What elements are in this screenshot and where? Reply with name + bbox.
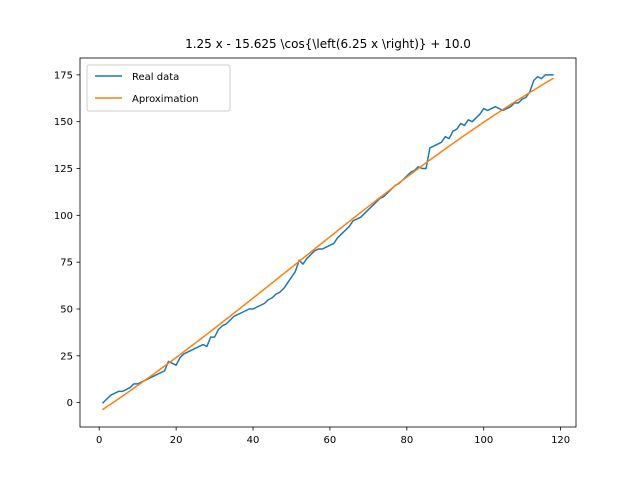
legend-label: Aproximation: [132, 94, 199, 105]
axes: 0 20 40 60 80 100 120 0 25 50 75 100 125 150 175: [54, 57, 577, 446]
legend: Real data Aproximation: [86, 64, 231, 112]
y-tick-label: 175: [54, 70, 73, 81]
x-tick-label: 20: [170, 435, 183, 446]
y-tick-label: 75: [60, 258, 73, 269]
axes-frame: [79, 57, 577, 428]
y-tick-label: 150: [54, 117, 73, 128]
x-tick-label: 80: [400, 435, 413, 446]
y-tick-label: 25: [60, 351, 73, 362]
y-tick-label: 50: [60, 304, 73, 315]
legend-box: [86, 64, 231, 112]
y-tick-label: 125: [54, 164, 73, 175]
x-tick-label: 100: [474, 435, 493, 446]
series-line-aproximation: [102, 77, 554, 411]
chart-title: 1.25 x - 15.625 \cos{\left(6.25 x \right…: [185, 37, 471, 51]
x-tick-label: 120: [551, 435, 570, 446]
x-tick-label: 40: [247, 435, 260, 446]
series-line-real-data: [102, 74, 554, 404]
legend-label: Real data: [132, 72, 179, 83]
y-tick-label: 0: [67, 398, 73, 409]
plot-area: [102, 74, 554, 411]
x-tick-label: 0: [96, 435, 102, 446]
x-tick-label: 60: [324, 435, 337, 446]
y-tick-label: 100: [54, 211, 73, 222]
